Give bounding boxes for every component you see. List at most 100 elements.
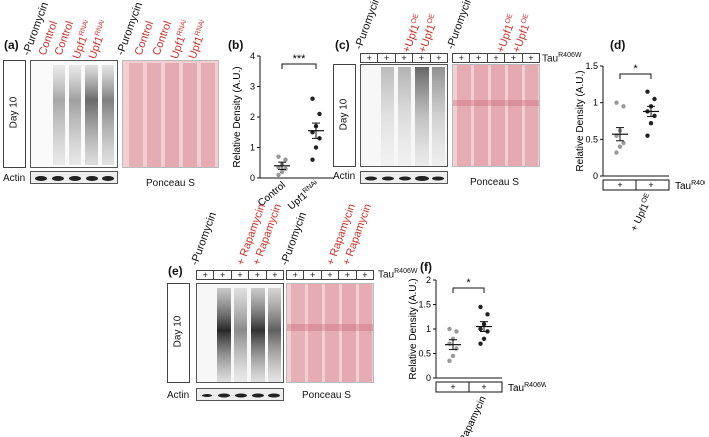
data-point	[283, 157, 288, 162]
data-point	[276, 172, 281, 178]
e-ponceau-plus-sign: +	[287, 271, 305, 280]
actin-label-c: Actin	[333, 171, 356, 182]
actin-blot-a	[30, 171, 118, 184]
significance-bracket	[619, 73, 652, 79]
panel-letter-a: (a)	[4, 38, 19, 52]
data-point	[447, 358, 452, 364]
c-ponceau-plus-sign: +	[505, 54, 523, 63]
y-tick-label: 2	[426, 275, 431, 285]
data-point	[279, 169, 285, 175]
data-point	[478, 341, 483, 346]
e-plus-sign: +	[249, 271, 267, 280]
e-ponceau-plus-sign: +	[339, 271, 357, 280]
data-point	[283, 166, 288, 172]
c-plus-sign: +	[361, 54, 379, 63]
x-axis-label: + Rapamycin	[454, 395, 489, 437]
data-point	[313, 145, 319, 150]
data-point	[621, 104, 626, 109]
ponceau-plus-row-e: + + + + +	[286, 270, 374, 280]
chart-f: 0 0.5 1 1.5 2 Relative Density (A.U.) * + + TauR4…	[408, 275, 546, 437]
e-ponceau-plus-sign: +	[322, 271, 340, 280]
data-point	[450, 353, 456, 359]
e-ponceau-plus-sign: +	[304, 271, 322, 280]
c-plus-sign: +	[413, 54, 431, 63]
data-point	[652, 96, 657, 102]
data-point	[447, 326, 452, 332]
actin-label-a: Actin	[3, 173, 26, 184]
ponceau-label-c: Ponceau S	[470, 177, 519, 188]
blot-bands-a	[53, 65, 114, 165]
y-axis-label: Relative Density (A.U.)	[232, 66, 243, 167]
western-blot-c	[360, 64, 448, 167]
e-ponceau-lane-label: -Puromycin	[278, 210, 310, 267]
day-label-box-c: Day 10	[333, 64, 356, 167]
data-point	[614, 100, 619, 105]
y-axis-label: Relative Density (A.U.)	[408, 278, 419, 379]
data-point	[310, 157, 315, 162]
significance-bracket	[281, 63, 317, 69]
data-point	[621, 140, 626, 146]
x-axis-label-superscript: OE	[641, 192, 652, 204]
ponceau-label-a: Ponceau S	[146, 178, 195, 189]
tau-label: TauR406W	[675, 180, 705, 192]
e-lane-label: -Puromycin	[188, 210, 220, 267]
western-blot-e	[196, 283, 284, 383]
panel-letter-c: (c)	[335, 38, 350, 52]
c-lane-label: -Puromycin	[352, 0, 384, 52]
c-ponceau-plus-sign: +	[453, 54, 471, 63]
c-plus-sign: +	[436, 53, 442, 63]
actin-blot-e	[196, 388, 284, 401]
data-point	[481, 336, 487, 341]
data-point	[645, 133, 650, 138]
significance-bracket	[452, 287, 485, 293]
data-point	[617, 144, 623, 149]
panel-letter-d: (d)	[610, 38, 626, 52]
y-tick-label: 0	[593, 171, 598, 181]
data-point	[478, 326, 483, 332]
ponceau-plus-row-c: + + + + +	[452, 53, 540, 63]
panel-letter-f: (f)	[420, 260, 432, 274]
data-point	[614, 150, 619, 155]
data-point	[648, 121, 654, 126]
y-tick-label: 3	[250, 82, 255, 92]
y-tick-label: 1.5	[418, 300, 431, 310]
significance-label: *	[466, 277, 471, 289]
e-plus-sign: +	[214, 271, 232, 280]
x-category-superscript: RNAi	[302, 179, 319, 195]
day-label-e: Day 10	[172, 315, 184, 348]
actin-blot-c	[360, 171, 448, 184]
data-point	[485, 312, 490, 317]
day-label-c: Day 10	[338, 98, 350, 131]
x-category-label: Upf1RNAi	[286, 179, 323, 213]
day-label-a: Day 10	[8, 96, 20, 129]
data-point	[310, 96, 315, 101]
e-plus-sign: +	[232, 271, 250, 280]
c-ponceau-plus-sign: +	[528, 53, 534, 63]
data-point	[652, 113, 657, 119]
x-axis-label: + Upf1OE	[628, 192, 656, 234]
c-ponceau-plus-sign: +	[470, 54, 488, 63]
ponceau-bands-a	[129, 63, 215, 167]
data-point	[454, 346, 459, 351]
data-point	[645, 89, 650, 94]
day-label-box-e: Day 10	[167, 283, 190, 383]
significance-label: *	[633, 63, 638, 75]
y-tick-label: 1.5	[585, 61, 598, 71]
y-axis-label: Relative Density (A.U.)	[575, 70, 586, 171]
panel-letter-b: (b)	[228, 38, 244, 52]
significance-label: ***	[293, 53, 307, 65]
actin-label-e: Actin	[167, 390, 190, 401]
ponceau-stain-c	[452, 64, 540, 167]
data-point	[478, 304, 483, 310]
tau-label: TauR406W	[508, 382, 546, 394]
y-tick-label: 0.5	[585, 134, 598, 144]
y-tick-label: 4	[250, 51, 255, 61]
c-plus-sign: +	[378, 54, 396, 63]
e-plus-sign: +	[272, 270, 278, 280]
y-tick-label: 0	[250, 173, 255, 183]
tau-label-e: TauR406W	[378, 268, 418, 281]
y-tick-label: 2	[250, 112, 255, 122]
e-ponceau-plus-sign: +	[362, 270, 368, 280]
plus-sign: +	[617, 180, 622, 190]
